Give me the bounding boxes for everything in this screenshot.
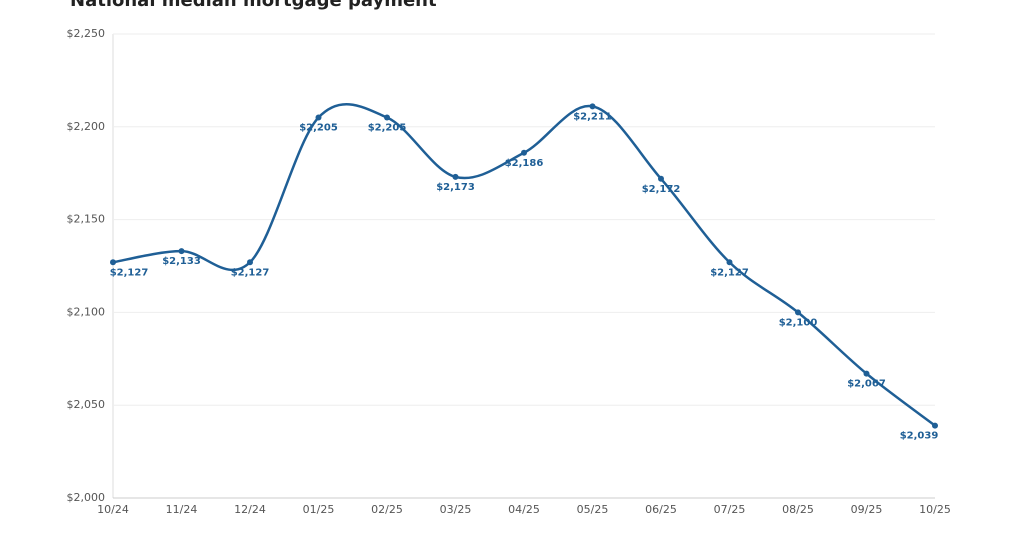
point xyxy=(521,149,527,156)
value-label: $2,127 xyxy=(231,267,270,278)
y-tick-label: $2,200 xyxy=(67,120,106,133)
x-tick-label: 07/25 xyxy=(714,503,746,516)
point xyxy=(726,259,733,266)
point xyxy=(932,422,938,429)
value-label: $2,127 xyxy=(710,267,749,278)
chart-title: National median mortgage payment xyxy=(70,0,437,11)
value-label: $2,173 xyxy=(436,182,475,193)
value-label: $2,211 xyxy=(573,111,612,122)
point xyxy=(452,173,459,180)
x-tick-label: 10/25 xyxy=(919,503,951,516)
x-tick-label: 09/25 xyxy=(851,503,883,516)
value-label: $2,133 xyxy=(162,256,201,267)
point xyxy=(315,114,322,121)
point xyxy=(384,114,390,121)
value-label: $2,039 xyxy=(900,431,939,442)
point xyxy=(795,309,801,316)
x-tick-label: 06/25 xyxy=(645,503,677,516)
y-tick-label: $2,250 xyxy=(67,27,106,40)
y-tick-label: $2,000 xyxy=(67,491,106,504)
point xyxy=(110,259,116,266)
y-tick-label: $2,150 xyxy=(67,213,106,226)
value-label: $2,127 xyxy=(110,267,149,278)
point xyxy=(658,175,664,182)
x-tick-label: 05/25 xyxy=(577,503,609,516)
x-tick-label: 04/25 xyxy=(508,503,540,516)
value-label: $2,205 xyxy=(299,123,338,134)
y-tick-label: $2,100 xyxy=(67,305,106,318)
x-tick-label: 10/24 xyxy=(97,503,129,516)
x-tick-label: 08/25 xyxy=(782,503,814,516)
value-label: $2,067 xyxy=(847,379,886,390)
x-tick-label: 12/24 xyxy=(234,503,266,516)
x-tick-label: 02/25 xyxy=(371,503,403,516)
x-tick-label: 03/25 xyxy=(440,503,472,516)
point xyxy=(863,370,870,377)
value-label: $2,172 xyxy=(642,184,681,195)
y-tick-label: $2,050 xyxy=(67,398,106,411)
point xyxy=(178,248,185,255)
value-label: $2,205 xyxy=(368,123,407,134)
x-tick-label: 11/24 xyxy=(166,503,198,516)
point xyxy=(589,103,596,110)
value-label: $2,100 xyxy=(779,317,818,328)
x-tick-label: 01/25 xyxy=(303,503,335,516)
point xyxy=(247,259,253,266)
value-label: $2,186 xyxy=(505,158,544,169)
